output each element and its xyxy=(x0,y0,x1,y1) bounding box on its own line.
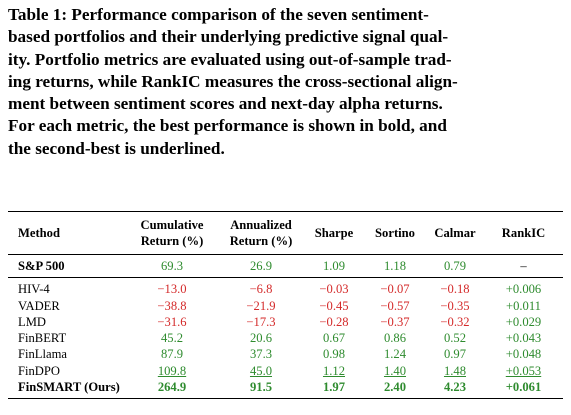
metric-cell: −13.0 xyxy=(157,282,187,297)
metric-cell: 0.97 xyxy=(443,347,467,362)
metric-cell: 4.23 xyxy=(443,380,467,395)
metric-cell: −17.3 xyxy=(246,314,276,329)
header-text: RankIC xyxy=(501,226,546,240)
header-cell: Sortino xyxy=(364,212,426,255)
metric-cell: 0.86 xyxy=(383,331,407,346)
results-table: Method Cumulative Return (%) Annualized Retu… xyxy=(8,211,563,399)
table-row: FinSMART (Ours) 264.9 91.5 1.97 2.40 4.23 +0.0… xyxy=(8,379,563,399)
table-section: HIV-4 −13.0 −6.8 −0.03 −0.07 −0.18 +0.006 VADER… xyxy=(8,278,563,399)
metric-cell: +0.053 xyxy=(505,363,542,378)
metric-cell: 20.6 xyxy=(249,331,273,346)
metric-cell: 0.67 xyxy=(322,331,346,346)
caption-line: Table 1: Performance comparison of the s… xyxy=(8,5,429,24)
metric-cell: −31.6 xyxy=(157,314,187,329)
header-text: Sharpe xyxy=(314,226,354,240)
metric-cell: – xyxy=(520,259,527,273)
table-row: S&P 500 69.3 26.9 1.09 1.18 0.79 – xyxy=(8,255,563,278)
table-row: FinDPO 109.8 45.0 1.12 1.40 1.48 +0.053 xyxy=(8,363,563,379)
table-section: S&P 500 69.3 26.9 1.09 1.18 0.79 – xyxy=(8,255,563,278)
caption-line: ing returns, while RankIC measures the c… xyxy=(8,71,458,91)
caption-line: ment between sentiment scores and next-d… xyxy=(8,94,443,114)
header-cell: Method xyxy=(8,212,126,255)
metric-cell: 1.09 xyxy=(322,259,346,273)
metric-cell: 45.2 xyxy=(160,331,184,346)
header-cell: Annualized Return (%) xyxy=(218,212,304,255)
header-text: Return (%) xyxy=(140,234,204,248)
table-row: FinLlama 87.9 37.3 0.98 1.24 0.97 +0.048 xyxy=(8,346,563,362)
metric-cell: +0.043 xyxy=(505,331,542,346)
metric-cell: +0.011 xyxy=(506,298,541,313)
metric-cell: −0.35 xyxy=(440,298,470,313)
method-cell: FinSMART (Ours) xyxy=(18,380,120,395)
table-row: FinBERT 45.2 20.6 0.67 0.86 0.52 +0.043 xyxy=(8,330,563,346)
header-cell: Cumulative Return (%) xyxy=(126,212,218,255)
metric-cell: 1.97 xyxy=(322,380,346,395)
table-caption: Table 1: Performance comparison of the s… xyxy=(8,4,568,160)
method-cell: LMD xyxy=(18,314,46,329)
metric-cell: 1.48 xyxy=(443,363,467,378)
method-cell: VADER xyxy=(18,298,60,313)
metric-cell: −0.18 xyxy=(440,282,470,297)
header-text: Sortino xyxy=(375,226,415,240)
caption-line: ity. Portfolio metrics are evaluated usi… xyxy=(8,49,452,69)
method-cell: HIV-4 xyxy=(18,282,50,297)
metric-cell: +0.006 xyxy=(505,282,542,297)
metric-cell: 1.24 xyxy=(383,347,407,362)
metric-cell: −0.45 xyxy=(319,298,349,313)
metric-cell: −0.03 xyxy=(319,282,349,297)
caption-line: based portfolios and their underlying pr… xyxy=(8,27,449,47)
table-row: VADER −38.8 −21.9 −0.45 −0.57 −0.35 +0.011 xyxy=(8,298,563,314)
metric-cell: 264.9 xyxy=(157,380,187,395)
header-text: Calmar xyxy=(434,226,476,240)
metric-cell: −0.37 xyxy=(380,314,410,329)
header-text: Return (%) xyxy=(229,234,293,248)
table-header: Method Cumulative Return (%) Annualized Retu… xyxy=(8,211,563,255)
metric-cell: −6.8 xyxy=(249,282,273,297)
header-cell: RankIC xyxy=(484,212,563,255)
header-cell: Calmar xyxy=(426,212,484,255)
metric-cell: 0.52 xyxy=(443,331,467,346)
metric-cell: +0.048 xyxy=(505,347,542,362)
table-row: LMD −31.6 −17.3 −0.28 −0.37 −0.32 +0.029 xyxy=(8,314,563,330)
method-cell: FinLlama xyxy=(18,347,67,362)
metric-cell: −0.07 xyxy=(380,282,410,297)
metric-cell: 26.9 xyxy=(249,259,273,273)
metric-cell: −0.28 xyxy=(319,314,349,329)
metric-cell: −0.57 xyxy=(380,298,410,313)
metric-cell: −0.32 xyxy=(440,314,470,329)
table-row: HIV-4 −13.0 −6.8 −0.03 −0.07 −0.18 +0.006 xyxy=(8,278,563,298)
metric-cell: 2.40 xyxy=(383,380,407,395)
metric-cell: 91.5 xyxy=(249,380,273,395)
metric-cell: 45.0 xyxy=(249,363,273,378)
metric-cell: 0.98 xyxy=(322,347,346,362)
method-cell: FinDPO xyxy=(18,363,60,378)
header-row: Method Cumulative Return (%) Annualized Retu… xyxy=(8,211,563,255)
header-text: Annualized xyxy=(230,218,292,232)
metric-cell: 1.40 xyxy=(383,363,407,378)
metric-cell: 0.79 xyxy=(443,259,467,273)
metric-cell: 1.12 xyxy=(322,363,346,378)
header-text: Cumulative xyxy=(140,218,204,232)
metric-cell: 87.9 xyxy=(160,347,184,362)
header-text: Method xyxy=(18,226,60,240)
method-cell: S&P 500 xyxy=(18,259,65,273)
method-cell: FinBERT xyxy=(18,331,67,346)
metric-cell: 109.8 xyxy=(157,363,187,378)
metric-cell: 37.3 xyxy=(249,347,273,362)
metric-cell: +0.029 xyxy=(505,314,542,329)
metric-cell: −38.8 xyxy=(157,298,187,313)
caption-line: the second-best is underlined. xyxy=(8,138,225,158)
metric-cell: 69.3 xyxy=(160,259,184,273)
header-cell: Sharpe xyxy=(304,212,364,255)
metric-cell: −21.9 xyxy=(246,298,276,313)
metric-cell: +0.061 xyxy=(505,380,542,395)
metric-cell: 1.18 xyxy=(383,259,407,273)
caption-line: For each metric, the best performance is… xyxy=(8,116,447,136)
